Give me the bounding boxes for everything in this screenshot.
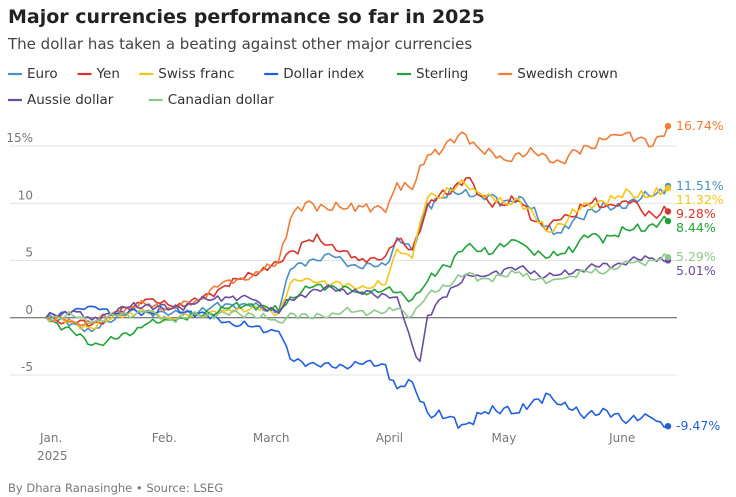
legend-item: Canadian dollar xyxy=(148,92,275,108)
series-end-dot xyxy=(664,422,672,430)
series-line-dollar-index xyxy=(45,304,669,429)
y-tick-label: 10 xyxy=(18,188,33,202)
legend-label: Aussie dollar xyxy=(27,92,114,108)
legend-item: Aussie dollar xyxy=(8,92,114,108)
y-tick-label: 5 xyxy=(25,246,33,260)
legend-item: Euro xyxy=(8,66,58,82)
legend-item: Dollar index xyxy=(264,66,364,82)
legend-label: Canadian dollar xyxy=(168,92,275,108)
end-label: 5.01% xyxy=(676,263,716,278)
end-label: 8.44% xyxy=(676,220,716,235)
y-tick-label: 15% xyxy=(6,131,33,145)
x-tick-label: April xyxy=(376,431,403,445)
x-tick-label: June xyxy=(608,431,635,445)
series-line-yen xyxy=(45,176,669,328)
legend-label: Sterling xyxy=(416,66,468,82)
chart-title: Major currencies performance so far in 2… xyxy=(8,6,485,28)
series-end-dot xyxy=(664,253,672,261)
end-labels: 16.74% 11.51%11.32%9.28%8.44% 5.29%5.01% -9… xyxy=(676,118,724,433)
y-tick-label: -5 xyxy=(21,360,33,374)
end-label: 11.51% xyxy=(676,178,724,193)
series-end-dot xyxy=(664,184,672,192)
chart-subtitle: The dollar has taken a beating against o… xyxy=(7,35,472,53)
end-label: 16.74% xyxy=(676,118,724,133)
x-tick-sublabel: 2025 xyxy=(37,449,68,463)
end-label: 9.28% xyxy=(676,206,716,221)
end-label: -9.47% xyxy=(676,418,720,433)
series-line-canadian-dollar xyxy=(45,253,669,325)
series-line-swedish-crown xyxy=(45,125,669,326)
x-tick-label: May xyxy=(492,431,517,445)
series-end-dot xyxy=(664,217,672,225)
series-end-dot xyxy=(664,208,672,215)
x-tick-label: Jan. xyxy=(39,431,62,445)
series-line-sterling xyxy=(45,215,669,347)
legend-label: Yen xyxy=(96,66,120,82)
legend-item: Yen xyxy=(77,66,120,82)
end-label: 5.29% xyxy=(676,249,716,264)
legend-label: Euro xyxy=(27,66,58,82)
series-line-swiss-franc xyxy=(45,178,669,330)
x-axis: Jan. 2025 Feb. March April May June xyxy=(37,431,635,463)
legend: Euro Yen Swiss franc Dollar index Sterling Sw… xyxy=(8,66,618,108)
legend-label: Dollar index xyxy=(283,66,364,82)
series-lines xyxy=(45,122,672,430)
x-tick-label: Feb. xyxy=(152,431,177,445)
legend-item: Sterling xyxy=(397,66,468,82)
series-line-aussie-dollar xyxy=(45,255,669,363)
legend-label: Swedish crown xyxy=(517,66,618,82)
legend-label: Swiss franc xyxy=(158,66,234,82)
y-axis: 15% 10 5 0 -5 xyxy=(6,131,33,374)
legend-item: Swiss franc xyxy=(139,66,235,82)
x-tick-label: March xyxy=(253,431,290,445)
y-tick-label: 0 xyxy=(25,303,33,317)
series-end-dot xyxy=(664,122,672,130)
end-label: 11.32% xyxy=(676,192,724,207)
credit-text: By Dhara Ranasinghe • Source: LSEG xyxy=(8,481,223,495)
legend-item: Swedish crown xyxy=(498,66,618,82)
